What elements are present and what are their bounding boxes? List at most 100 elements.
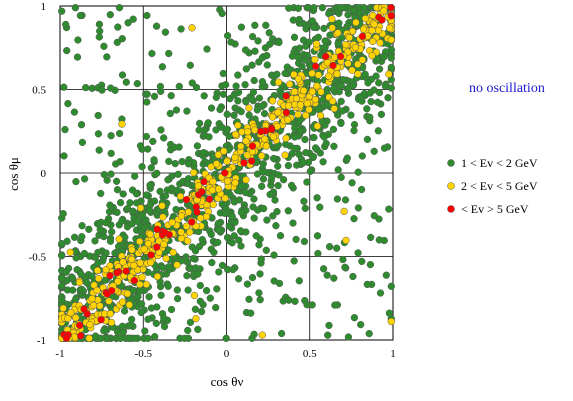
data-point [259, 204, 268, 213]
data-point [166, 109, 174, 118]
data-point [295, 15, 303, 24]
tick-labels: -1 -0.5 0 0.5 1 -1 -0.5 0 0.5 1 [29, 1, 396, 360]
data-point [223, 125, 232, 133]
data-point [347, 111, 355, 119]
data-point [251, 21, 259, 29]
data-point [274, 162, 282, 170]
data-point [357, 320, 365, 329]
data-point [284, 161, 293, 170]
data-point [152, 22, 161, 30]
data-point [223, 233, 232, 242]
data-point [80, 175, 89, 183]
data-point [337, 4, 345, 12]
data-point [330, 142, 338, 150]
data-point [279, 176, 288, 184]
data-point [336, 52, 345, 61]
data-point [60, 152, 68, 160]
data-point [263, 216, 271, 224]
data-point [310, 133, 318, 142]
data-point [210, 248, 218, 257]
data-point [241, 46, 250, 54]
data-point [136, 142, 145, 150]
data-point [138, 212, 147, 220]
data-point [143, 11, 151, 20]
data-point [141, 327, 149, 335]
data-point [335, 19, 343, 27]
data-point [62, 268, 70, 276]
data-point [300, 197, 308, 205]
data-point [188, 79, 196, 87]
data-point [318, 4, 327, 12]
data-point [184, 175, 193, 183]
data-point [132, 199, 141, 207]
data-point [350, 7, 358, 15]
data-point [259, 168, 267, 176]
data-point [325, 321, 333, 330]
data-point [215, 185, 223, 193]
data-point [191, 305, 200, 313]
data-point [249, 88, 258, 96]
data-point [234, 121, 242, 129]
data-point [352, 18, 360, 27]
data-point [114, 277, 122, 286]
data-point [231, 179, 239, 187]
data-point [118, 217, 126, 225]
data-point [258, 182, 266, 190]
data-point [290, 33, 299, 41]
data-point [98, 86, 106, 94]
data-point [251, 126, 259, 134]
data-point [89, 301, 98, 310]
data-point [75, 278, 84, 287]
data-point [73, 53, 82, 61]
data-point [338, 107, 347, 115]
data-point [197, 307, 206, 316]
data-point [242, 137, 250, 145]
data-point [69, 286, 77, 294]
data-point [302, 111, 310, 119]
data-point [291, 297, 299, 305]
data-point [58, 7, 66, 15]
data-point [248, 157, 256, 165]
data-point [127, 321, 135, 329]
data-point [123, 290, 132, 298]
data-point [82, 278, 91, 287]
data-point [237, 142, 245, 150]
data-point [102, 266, 110, 274]
data-point [206, 294, 214, 302]
data-point [61, 125, 69, 134]
data-point [225, 132, 233, 140]
data-point [176, 192, 185, 201]
data-point [208, 258, 216, 267]
data-point [303, 78, 312, 87]
data-point [312, 40, 321, 48]
data-point [193, 142, 202, 150]
data-point [330, 85, 338, 93]
data-point [216, 105, 224, 114]
data-point [58, 295, 66, 304]
data-point [152, 319, 160, 328]
data-point [71, 4, 80, 12]
data-point [106, 201, 114, 209]
data-point [137, 308, 145, 317]
data-point [376, 39, 384, 47]
data-point [107, 318, 116, 327]
data-point [373, 98, 382, 106]
data-point [80, 249, 89, 258]
data-point [348, 179, 356, 187]
data-point [262, 21, 270, 29]
data-point [343, 154, 351, 162]
data-point [321, 43, 329, 51]
data-point [100, 232, 108, 241]
data-point [375, 79, 383, 87]
data-point [361, 70, 369, 78]
data-point [263, 51, 271, 60]
data-point [136, 259, 144, 267]
data-point [294, 75, 303, 83]
data-point [113, 269, 121, 277]
data-point [374, 26, 383, 35]
data-point [215, 268, 223, 276]
data-point [183, 237, 192, 245]
data-point [105, 297, 113, 305]
data-point [308, 17, 316, 25]
data-point [242, 65, 250, 73]
